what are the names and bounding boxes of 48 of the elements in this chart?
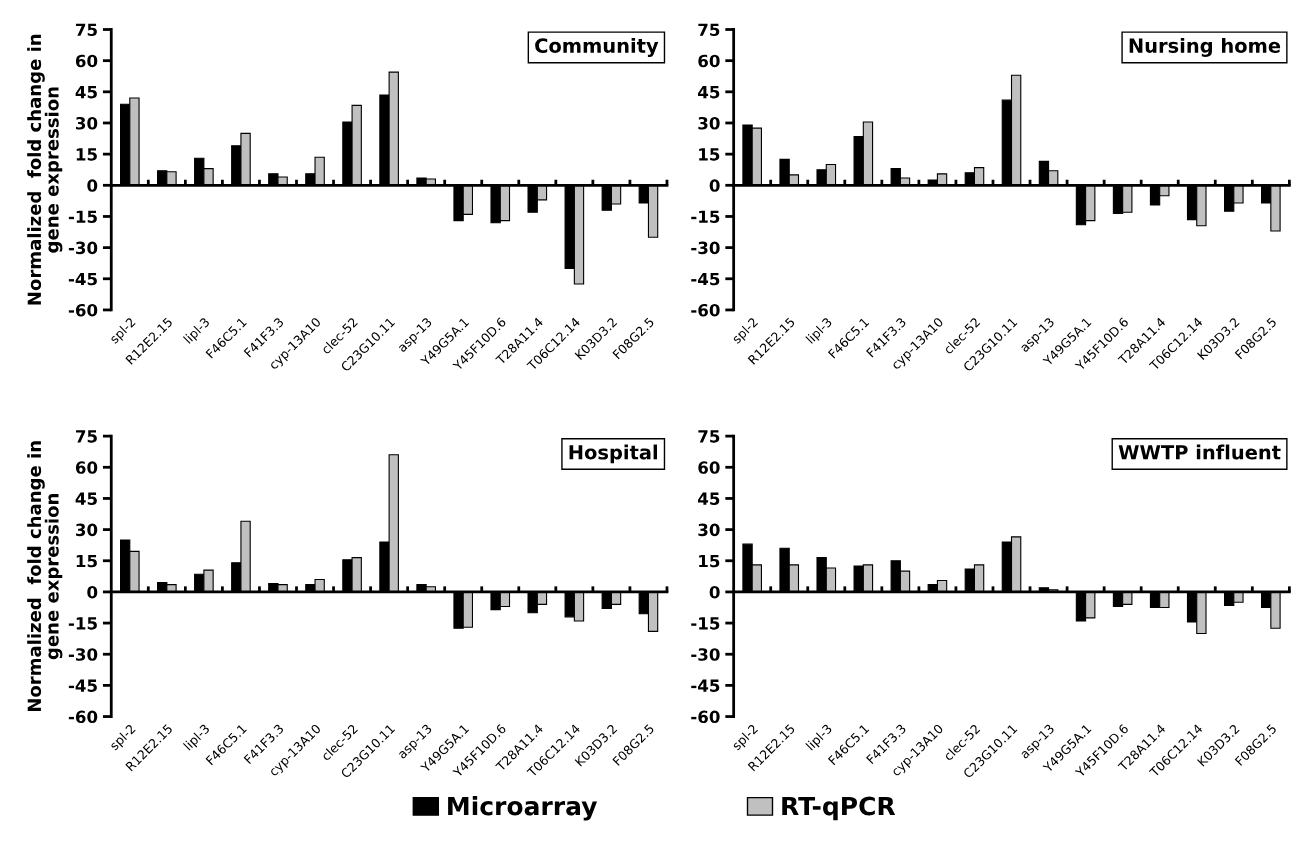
- y-tick-label: 0: [87, 179, 98, 192]
- y-tick-label: -30: [691, 648, 720, 661]
- y-tick-label: -45: [68, 272, 97, 286]
- y-tick-label: 0: [709, 585, 720, 599]
- y-tick-label: 45: [698, 86, 720, 99]
- y-tick-label: 30: [75, 116, 98, 130]
- y-tick-label: 15: [699, 148, 720, 161]
- y-tick-label: -60: [691, 710, 720, 724]
- y-tick-label: 75: [75, 23, 97, 37]
- y-tick-label: 75: [698, 430, 720, 443]
- y-tick-label: -30: [68, 241, 98, 255]
- legend-label: RT-qPCR: [782, 796, 896, 821]
- y-tick-label: 0: [87, 585, 98, 599]
- y-tick-label: 45: [698, 492, 720, 506]
- y-tick-label: -60: [691, 303, 720, 317]
- chart-title: Hospital: [569, 444, 657, 464]
- y-tick-label: 30: [698, 116, 720, 130]
- chart-title: Nursing home: [1129, 37, 1281, 57]
- chart-title: WWTP influent: [1118, 444, 1281, 460]
- y-tick-label: 30: [75, 523, 98, 537]
- y-tick-label: 60: [698, 461, 720, 474]
- y-tick-label: 60: [698, 54, 720, 68]
- y-tick-label: -30: [68, 648, 98, 661]
- legend-label: Microarray: [448, 796, 598, 821]
- y-axis-title: Normalized fold change in gene expression: [27, 441, 63, 712]
- y-tick-label: -45: [691, 272, 720, 286]
- y-tick-label: 75: [698, 23, 720, 37]
- y-tick-label: -15: [691, 210, 720, 224]
- y-tick-label: 15: [76, 554, 97, 568]
- y-tick-label: 60: [75, 461, 98, 474]
- y-tick-label: -45: [691, 679, 720, 692]
- y-tick-label: -15: [68, 210, 97, 224]
- y-tick-label: 45: [75, 86, 97, 99]
- y-tick-label: 15: [699, 554, 720, 568]
- chart-title: Community: [535, 37, 659, 57]
- y-tick-label: -60: [68, 303, 98, 317]
- y-tick-label: 45: [75, 492, 97, 506]
- y-tick-label: -45: [68, 679, 97, 692]
- y-tick-label: 0: [709, 179, 720, 192]
- y-tick-label: -60: [68, 710, 98, 724]
- y-tick-label: -30: [691, 241, 720, 255]
- y-tick-label: 30: [698, 523, 720, 537]
- y-tick-label: 60: [75, 54, 98, 68]
- y-tick-label: 75: [75, 430, 97, 443]
- y-tick-label: 15: [76, 148, 97, 161]
- y-tick-label: -15: [68, 617, 97, 630]
- y-tick-label: -15: [691, 617, 720, 630]
- y-axis-title: Normalized fold change in gene expression: [27, 34, 63, 305]
